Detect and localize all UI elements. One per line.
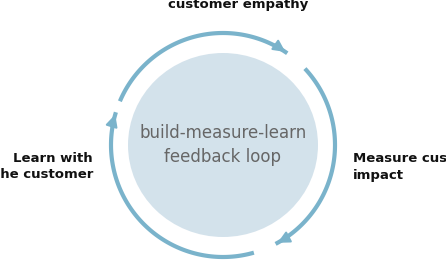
- Text: Measure customer
impact: Measure customer impact: [353, 152, 446, 181]
- Text: Build with
customer empathy: Build with customer empathy: [168, 0, 308, 11]
- Ellipse shape: [128, 53, 318, 237]
- Text: build-measure-learn
feedback loop: build-measure-learn feedback loop: [139, 124, 307, 166]
- Text: Learn with
the customer: Learn with the customer: [0, 152, 93, 181]
